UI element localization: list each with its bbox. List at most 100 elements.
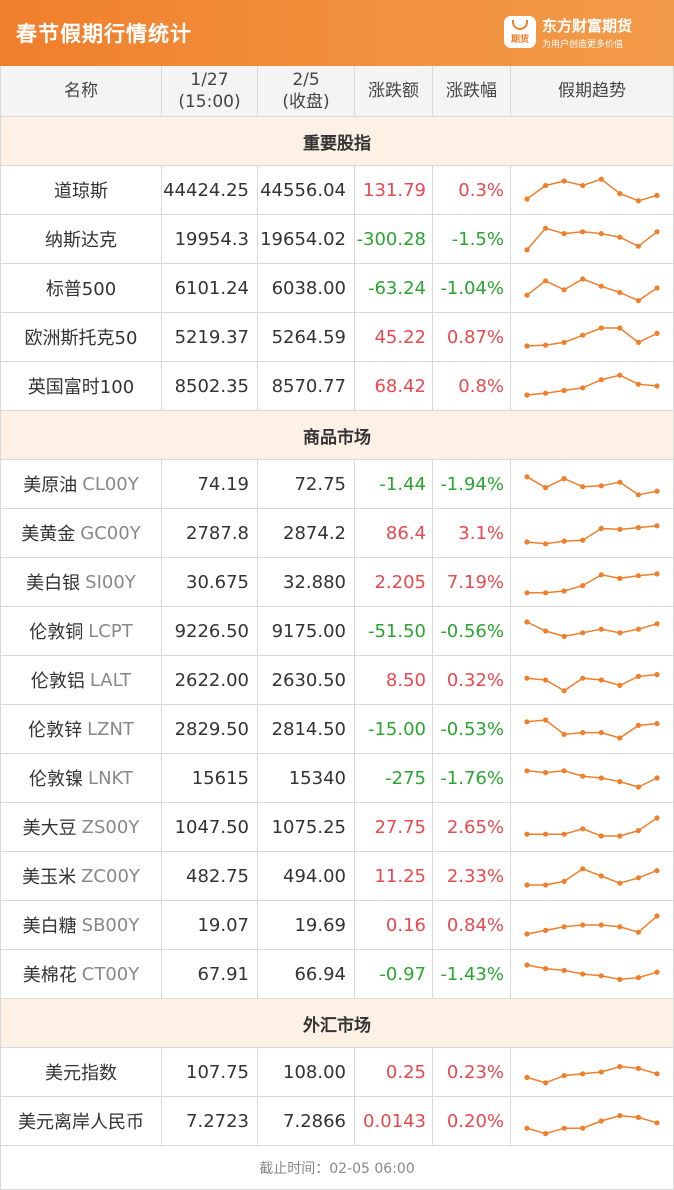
sparkline-point — [524, 292, 530, 298]
table-row[interactable]: 美大豆 ZS00Y 1047.50 1075.25 27.75 2.65% — [0, 803, 674, 852]
trend-sparkline — [524, 225, 660, 253]
brand-icon: 期货 — [504, 16, 536, 48]
sparkline-point — [654, 330, 660, 336]
table-row[interactable]: 伦敦镍 LNKT 15615 15340 -275 -1.76% — [0, 754, 674, 803]
sparkline-point — [561, 633, 567, 639]
sparkline-point — [617, 735, 623, 741]
instrument-code: LALT — [89, 669, 132, 691]
table-row[interactable]: 纳斯达克 19954.3 19654.02 -300.28 -1.5% — [0, 215, 674, 264]
sparkline-point — [580, 332, 586, 338]
table-row[interactable]: 美白糖 SB00Y 19.07 19.69 0.16 0.84% — [0, 901, 674, 950]
value-before: 67.91 — [162, 950, 258, 998]
instrument-name: 美黄金 — [21, 524, 76, 545]
cell-name: 美黄金 GC00Y — [0, 509, 162, 557]
sparkline-point — [542, 677, 549, 683]
sparkline-point — [635, 1065, 642, 1071]
sparkline-point — [617, 1113, 623, 1119]
sparkline-point — [524, 474, 530, 480]
sparkline-point — [524, 675, 530, 681]
sparkline-point — [542, 390, 549, 396]
value-after: 1075.25 — [258, 803, 355, 851]
sparkline-path — [526, 1114, 658, 1135]
sparkline-point — [617, 479, 623, 485]
table-row[interactable]: 美原油 CL00Y 74.19 72.75 -1.44 -1.94% — [0, 460, 674, 509]
brand-icon-label: 期货 — [510, 35, 529, 45]
trend-sparkline — [524, 913, 660, 937]
table-row[interactable]: 伦敦铝 LALT 2622.00 2630.50 8.50 0.32% — [0, 656, 674, 705]
table-row[interactable]: 美黄金 GC00Y 2787.8 2874.2 86.4 3.1% — [0, 509, 674, 558]
table-row[interactable]: 标普500 6101.24 6038.00 -63.24 -1.04% — [0, 264, 674, 313]
sparkline-point — [617, 880, 623, 886]
sparkline-point — [635, 828, 642, 834]
sparkline-point — [598, 1118, 604, 1124]
sparkline-point — [580, 630, 586, 636]
section-header: 商品市场 — [0, 411, 674, 460]
change-percent: 0.3% — [433, 166, 511, 214]
change-percent: 7.19% — [433, 558, 511, 606]
sparkline-point — [617, 833, 623, 839]
sparkline-point — [598, 525, 604, 532]
trend-sparkline — [524, 962, 660, 982]
change-amount: 8.50 — [355, 656, 433, 704]
change-amount: -275 — [355, 754, 433, 802]
sparkline-point — [542, 927, 549, 933]
sparkline-point — [524, 768, 530, 774]
sparkline-path — [526, 964, 658, 981]
sparkline-point — [561, 231, 567, 237]
trend-sparkline — [524, 768, 660, 790]
sparkline-point — [654, 285, 660, 291]
page-title: 春节假期行情统计 — [16, 22, 192, 46]
value-after: 15340 — [258, 754, 355, 802]
sparkline-point — [580, 385, 586, 391]
change-amount: 0.16 — [355, 901, 433, 949]
table-row[interactable]: 道琼斯 44424.25 44556.04 131.79 0.3% — [0, 166, 674, 215]
sparkline-point — [635, 929, 642, 935]
table-row[interactable]: 美元指数 107.75 108.00 0.25 0.23% — [0, 1048, 674, 1097]
table-row[interactable]: 美元离岸人民币 7.2723 7.2866 0.0143 0.20% — [0, 1097, 674, 1146]
cell-trend — [511, 1097, 674, 1145]
change-amount: 68.42 — [355, 362, 433, 410]
table-row[interactable]: 美玉米 ZC00Y 482.75 494.00 11.25 2.33% — [0, 852, 674, 901]
instrument-code: ZC00Y — [81, 865, 140, 887]
sparkline-point — [654, 913, 660, 919]
table-row[interactable]: 美棉花 CT00Y 67.91 66.94 -0.97 -1.43% — [0, 950, 674, 999]
cell-trend — [511, 558, 674, 606]
table-row[interactable]: 美白银 SI00Y 30.675 32.880 2.205 7.19% — [0, 558, 674, 607]
instrument-name: 伦敦镍 — [29, 769, 84, 790]
sparkline-point — [524, 343, 530, 349]
market-table: 名称 1/27 (15:00) 2/5 (收盘) 涨跌额 涨跌幅 假期趋势 重要股指… — [0, 66, 674, 1146]
change-amount: -51.50 — [355, 607, 433, 655]
table-row[interactable]: 欧洲斯托克50 5219.37 5264.59 45.22 0.87% — [0, 313, 674, 362]
sparkline-point — [598, 231, 604, 237]
change-percent: 0.87% — [433, 313, 511, 361]
sparkline-point — [561, 476, 567, 482]
sparkline-point — [542, 882, 549, 888]
change-amount: -1.44 — [355, 460, 433, 508]
trend-sparkline — [524, 866, 660, 888]
sparkline-path — [526, 178, 658, 202]
table-row[interactable]: 英国富时100 8502.35 8570.77 68.42 0.8% — [0, 362, 674, 411]
sparkline-point — [524, 831, 530, 837]
col-header-pct: 涨跌幅 — [433, 66, 511, 116]
sparkline-point — [654, 1120, 660, 1126]
sparkline-point — [524, 590, 530, 596]
value-before: 6101.24 — [162, 264, 258, 312]
sparkline-point — [580, 675, 586, 681]
instrument-code: ZS00Y — [81, 816, 140, 838]
instrument-name: 美大豆 — [22, 818, 77, 839]
change-percent: 3.1% — [433, 509, 511, 557]
cell-trend — [511, 362, 674, 410]
footer-timestamp: 截止时间：02-05 06:00 — [0, 1146, 674, 1190]
value-before: 5219.37 — [162, 313, 258, 361]
sparkline-path — [527, 573, 658, 594]
change-amount: 0.0143 — [355, 1097, 433, 1145]
value-after: 44556.04 — [258, 166, 355, 214]
sparkline-path — [526, 673, 658, 692]
trend-sparkline — [524, 571, 660, 596]
table-row[interactable]: 伦敦铜 LCPT 9226.50 9175.00 -51.50 -0.56% — [0, 607, 674, 656]
sparkline-point — [524, 1074, 530, 1080]
sparkline-point — [635, 722, 642, 728]
sparkline-point — [524, 882, 530, 888]
value-after: 66.94 — [258, 950, 355, 998]
table-row[interactable]: 伦敦锌 LZNT 2829.50 2814.50 -15.00 -0.53% — [0, 705, 674, 754]
